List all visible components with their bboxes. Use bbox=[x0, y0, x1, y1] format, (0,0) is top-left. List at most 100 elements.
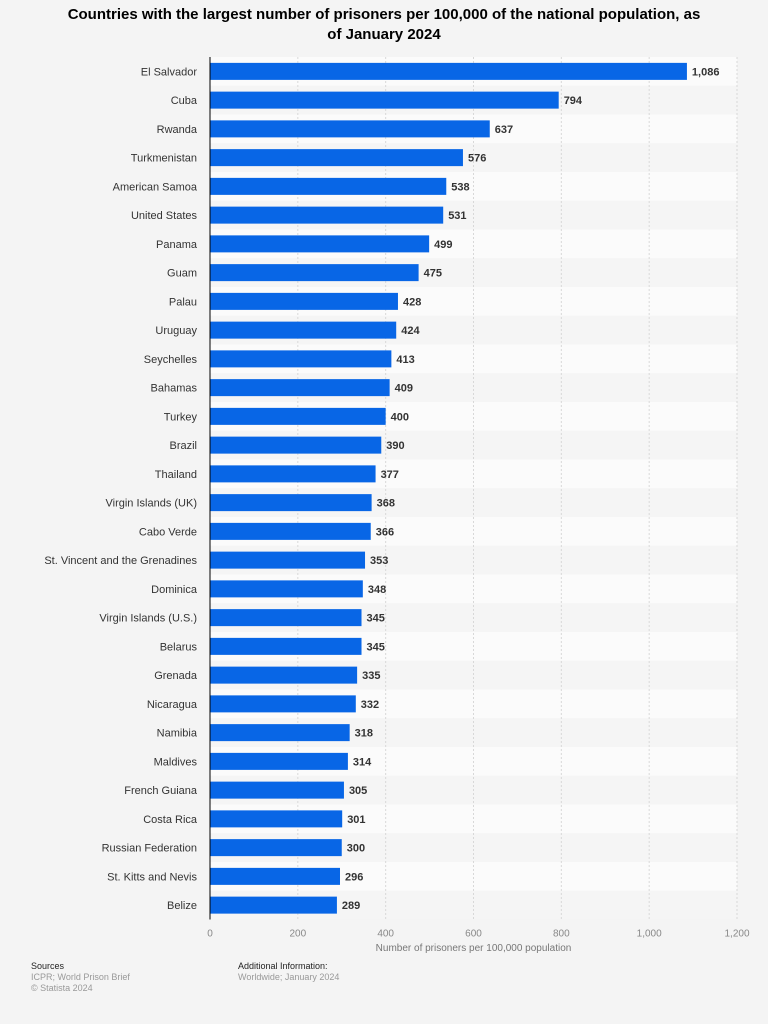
sources-text: ICPR; World Prison Brief bbox=[31, 972, 130, 982]
sources-heading: Sources bbox=[31, 961, 65, 971]
data-label: 301 bbox=[347, 814, 365, 826]
data-label: 428 bbox=[403, 296, 421, 308]
data-label: 390 bbox=[386, 440, 404, 452]
category-label: Turkmenistan bbox=[131, 153, 197, 165]
bar bbox=[210, 206, 444, 224]
sources-block: Sources ICPR; World Prison Brief © Stati… bbox=[31, 961, 130, 994]
category-label: Brazil bbox=[169, 440, 197, 452]
bar bbox=[210, 407, 386, 425]
category-label: Seychelles bbox=[144, 354, 198, 366]
additional-info-text: Worldwide; January 2024 bbox=[238, 972, 340, 982]
category-label: Belize bbox=[167, 900, 197, 912]
x-tick-label: 1,000 bbox=[637, 929, 662, 940]
data-label: 538 bbox=[451, 181, 469, 193]
category-label: Namibia bbox=[157, 728, 198, 740]
bar bbox=[210, 551, 366, 569]
x-tick-label: 800 bbox=[553, 929, 570, 940]
category-label: Thailand bbox=[155, 469, 197, 481]
category-label: Guam bbox=[167, 268, 197, 280]
data-label: 794 bbox=[564, 95, 583, 107]
bar bbox=[210, 666, 358, 684]
bar bbox=[210, 695, 356, 713]
bar bbox=[210, 867, 340, 885]
data-label: 409 bbox=[395, 383, 413, 395]
data-label: 531 bbox=[448, 210, 466, 222]
category-label: Dominica bbox=[151, 584, 198, 596]
data-label: 499 bbox=[434, 239, 452, 251]
data-label: 345 bbox=[367, 641, 385, 653]
data-label: 335 bbox=[362, 670, 380, 682]
category-label: Bahamas bbox=[151, 383, 198, 395]
data-label: 368 bbox=[377, 498, 395, 510]
data-label: 318 bbox=[355, 728, 373, 740]
category-label: Rwanda bbox=[157, 124, 198, 136]
data-label: 424 bbox=[401, 325, 420, 337]
category-label: American Samoa bbox=[113, 181, 198, 193]
data-label: 332 bbox=[361, 699, 379, 711]
x-tick-label: 600 bbox=[465, 929, 482, 940]
data-label: 348 bbox=[368, 584, 386, 596]
data-label: 300 bbox=[347, 843, 365, 855]
data-label: 475 bbox=[424, 268, 442, 280]
category-label: Maldives bbox=[154, 756, 198, 768]
bar bbox=[210, 235, 430, 253]
category-label: Cabo Verde bbox=[139, 526, 197, 538]
bar bbox=[210, 62, 687, 80]
bar bbox=[210, 609, 362, 627]
category-label: St. Kitts and Nevis bbox=[107, 871, 197, 883]
bar bbox=[210, 810, 343, 828]
bar bbox=[210, 522, 371, 540]
category-label: Turkey bbox=[164, 411, 198, 423]
data-label: 305 bbox=[349, 785, 367, 797]
data-label: 289 bbox=[342, 900, 360, 912]
data-label: 314 bbox=[353, 756, 372, 768]
bar bbox=[210, 149, 463, 167]
category-label: Virgin Islands (UK) bbox=[106, 498, 198, 510]
x-tick-label: 400 bbox=[377, 929, 394, 940]
bar bbox=[210, 637, 362, 655]
copyright-text: © Statista 2024 bbox=[31, 983, 93, 993]
data-label: 366 bbox=[376, 526, 394, 538]
category-label: St. Vincent and the Grenadines bbox=[44, 555, 197, 567]
category-label: United States bbox=[131, 210, 198, 222]
bar bbox=[210, 724, 350, 742]
x-tick-label: 0 bbox=[207, 929, 213, 940]
bar bbox=[210, 177, 447, 195]
bar bbox=[210, 752, 348, 770]
category-label: El Salvador bbox=[141, 66, 198, 78]
category-label: French Guiana bbox=[124, 785, 198, 797]
bar bbox=[210, 896, 337, 914]
bar bbox=[210, 292, 398, 310]
data-label: 1,086 bbox=[692, 66, 720, 78]
data-label: 400 bbox=[391, 411, 409, 423]
category-label: Costa Rica bbox=[143, 814, 198, 826]
bar bbox=[210, 839, 342, 857]
category-label: Palau bbox=[169, 296, 197, 308]
category-label: Grenada bbox=[154, 670, 198, 682]
data-label: 345 bbox=[367, 613, 385, 625]
bar bbox=[210, 465, 376, 483]
additional-info-heading: Additional Information: bbox=[238, 961, 328, 971]
data-label: 377 bbox=[381, 469, 399, 481]
bar bbox=[210, 436, 382, 454]
data-label: 576 bbox=[468, 153, 486, 165]
category-label: Belarus bbox=[160, 641, 198, 653]
bar bbox=[210, 91, 559, 109]
category-label: Cuba bbox=[171, 95, 198, 107]
category-label: Virgin Islands (U.S.) bbox=[99, 613, 197, 625]
data-label: 296 bbox=[345, 871, 363, 883]
x-tick-label: 1,200 bbox=[724, 929, 749, 940]
category-label: Panama bbox=[156, 239, 198, 251]
bar bbox=[210, 379, 390, 397]
x-tick-label: 200 bbox=[289, 929, 306, 940]
additional-info-block: Additional Information: Worldwide; Janua… bbox=[238, 961, 339, 983]
bar bbox=[210, 781, 344, 799]
chart-title: Countries with the largest number of pri… bbox=[67, 6, 701, 43]
x-axis-label: Number of prisoners per 100,000 populati… bbox=[375, 943, 572, 954]
category-label: Russian Federation bbox=[102, 843, 197, 855]
bar bbox=[210, 120, 490, 138]
category-label: Uruguay bbox=[155, 325, 197, 337]
bar bbox=[210, 350, 392, 368]
data-label: 353 bbox=[370, 555, 388, 567]
bar-chart: 0 200 400 600 800 1,000 1,200 El Salvador 1,086 C… bbox=[44, 57, 750, 940]
